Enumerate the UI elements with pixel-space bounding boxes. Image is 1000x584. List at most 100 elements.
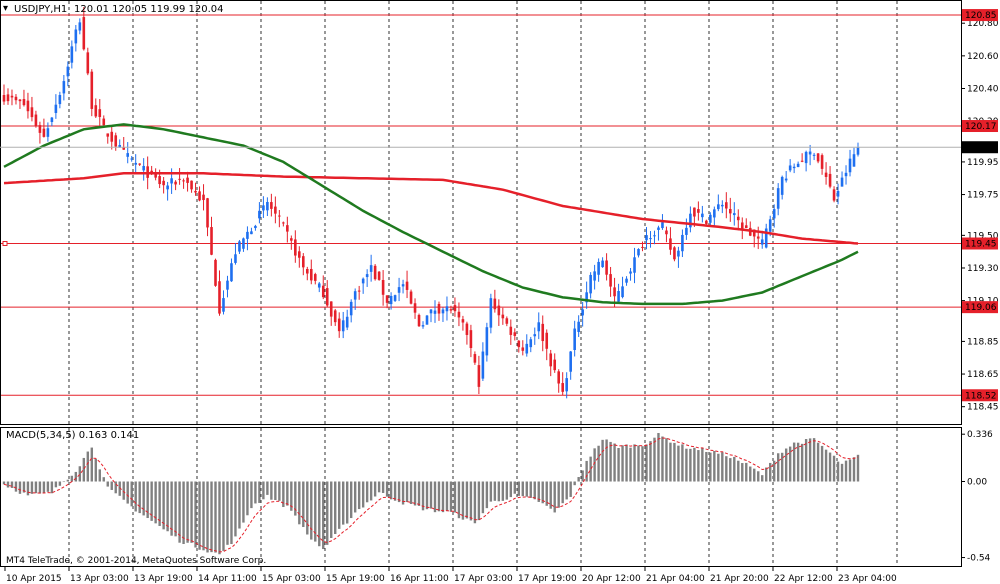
macd-bar [501, 481, 505, 501]
macd-bar [242, 481, 245, 523]
macd-bar [405, 481, 409, 503]
copyright-text: MT4 TeleTrade, © 2001-2014, MetaQuotes S… [6, 556, 266, 566]
bull-candle-body [776, 188, 780, 209]
macd-bar [788, 446, 792, 482]
macd-bar [593, 448, 596, 482]
bull-candle-body [573, 328, 576, 350]
bear-candle-body [357, 290, 361, 292]
bull-candle-body [78, 22, 82, 31]
macd-bar [709, 452, 712, 482]
bull-candle-body [489, 298, 493, 328]
macd-bar [776, 453, 780, 482]
bear-candle-body [517, 340, 521, 348]
macd-bar [840, 463, 844, 482]
macd-bar [234, 481, 237, 537]
price-tick-label: 119.95 [967, 158, 999, 168]
macd-bar [38, 481, 42, 494]
time-label: 17 Apr 03:00 [454, 574, 513, 584]
bear-candle-body [557, 371, 561, 384]
macd-bar [557, 481, 560, 508]
macd-bar [617, 448, 620, 482]
macd-bar [170, 481, 173, 536]
bear-candle-body [521, 347, 525, 351]
price-tick-label: 119.75 [967, 191, 999, 201]
macd-bar [278, 481, 281, 501]
macd-bar [573, 481, 576, 486]
macd-bar [665, 438, 668, 482]
bull-candle-body [341, 320, 345, 332]
macd-bar [792, 442, 796, 482]
macd-bar [457, 481, 461, 519]
bear-candle-body [457, 311, 461, 318]
ma-fast-line [3, 123, 859, 306]
bear-candle-body [174, 181, 177, 185]
bull-candle-body [238, 241, 241, 252]
time-label: 23 Apr 04:00 [838, 574, 897, 584]
macd-bar [533, 481, 536, 500]
bear-candle-body [381, 279, 385, 295]
bull-candle-body [353, 291, 357, 300]
macd-bar [581, 470, 584, 482]
candlesticks[interactable] [2, 7, 860, 399]
bull-candle-body [393, 295, 397, 301]
macd-bar [649, 441, 652, 482]
bear-candle-body [98, 109, 102, 117]
macd-bar [6, 481, 10, 488]
price-tick-label: 119.30 [967, 264, 999, 274]
macd-bar [62, 481, 66, 483]
macd-bar [250, 481, 253, 509]
level-tag-label: 118.52 [965, 391, 997, 401]
macd-bar [641, 446, 644, 482]
time-axis: 10 Apr 2015 13 Apr 03:00 13 Apr 19:00 14 Ap… [4, 567, 897, 584]
bull-candle-body [58, 95, 62, 105]
bear-candle-body [282, 222, 285, 224]
time-label: 15 Apr 03:00 [262, 574, 321, 584]
bull-candle-body [717, 204, 720, 210]
macd-title: MACD(5,34,5) 0.163 0.141 [6, 430, 139, 441]
current-price-tag: 120.04 [962, 141, 998, 154]
bear-candle-body [461, 319, 465, 323]
bear-candle-body [740, 222, 744, 231]
macd-bar [613, 443, 616, 482]
macd-bar [669, 442, 672, 482]
bull-candle-body [649, 238, 652, 240]
bear-candle-body [82, 17, 86, 50]
macd-bar [545, 481, 548, 506]
macd-bar [266, 481, 269, 495]
bear-candle-body [198, 191, 201, 201]
macd-bar [737, 460, 740, 482]
bear-candle-body [449, 309, 453, 311]
level-tag-bg [962, 120, 998, 133]
bear-candle-body [756, 236, 760, 239]
bull-candle-body [54, 104, 58, 113]
bear-candle-body [505, 318, 509, 324]
bull-candle-body [732, 213, 736, 216]
macd-bar [58, 481, 62, 486]
price-tick-label: 118.45 [967, 403, 999, 413]
bear-candle-body [194, 190, 197, 193]
macd-bar [74, 471, 78, 482]
bull-candle-body [365, 274, 369, 278]
bear-candle-body [274, 206, 277, 214]
macd-bar [150, 481, 153, 521]
bear-candle-body [286, 225, 289, 232]
bull-candle-body [621, 286, 624, 298]
bear-candle-body [102, 118, 106, 126]
macd-bar [800, 443, 804, 482]
macd-bar [585, 460, 588, 482]
macd-bar [677, 445, 680, 482]
macd-bar [365, 481, 369, 503]
macd-bar [429, 481, 433, 509]
macd-bar [517, 481, 520, 496]
ma-slow-line [3, 172, 859, 245]
symbol-dropdown-icon[interactable]: ▾ [3, 3, 8, 14]
bull-candle-body [565, 378, 568, 392]
macd-bar [118, 481, 121, 496]
level-tag-label: 120.85 [965, 11, 997, 21]
macd-bar [569, 481, 572, 497]
time-label: 20 Apr 12:00 [582, 574, 641, 584]
macd-bar [42, 481, 46, 493]
bear-candle-body [18, 99, 22, 102]
bear-candle-body [405, 281, 409, 290]
